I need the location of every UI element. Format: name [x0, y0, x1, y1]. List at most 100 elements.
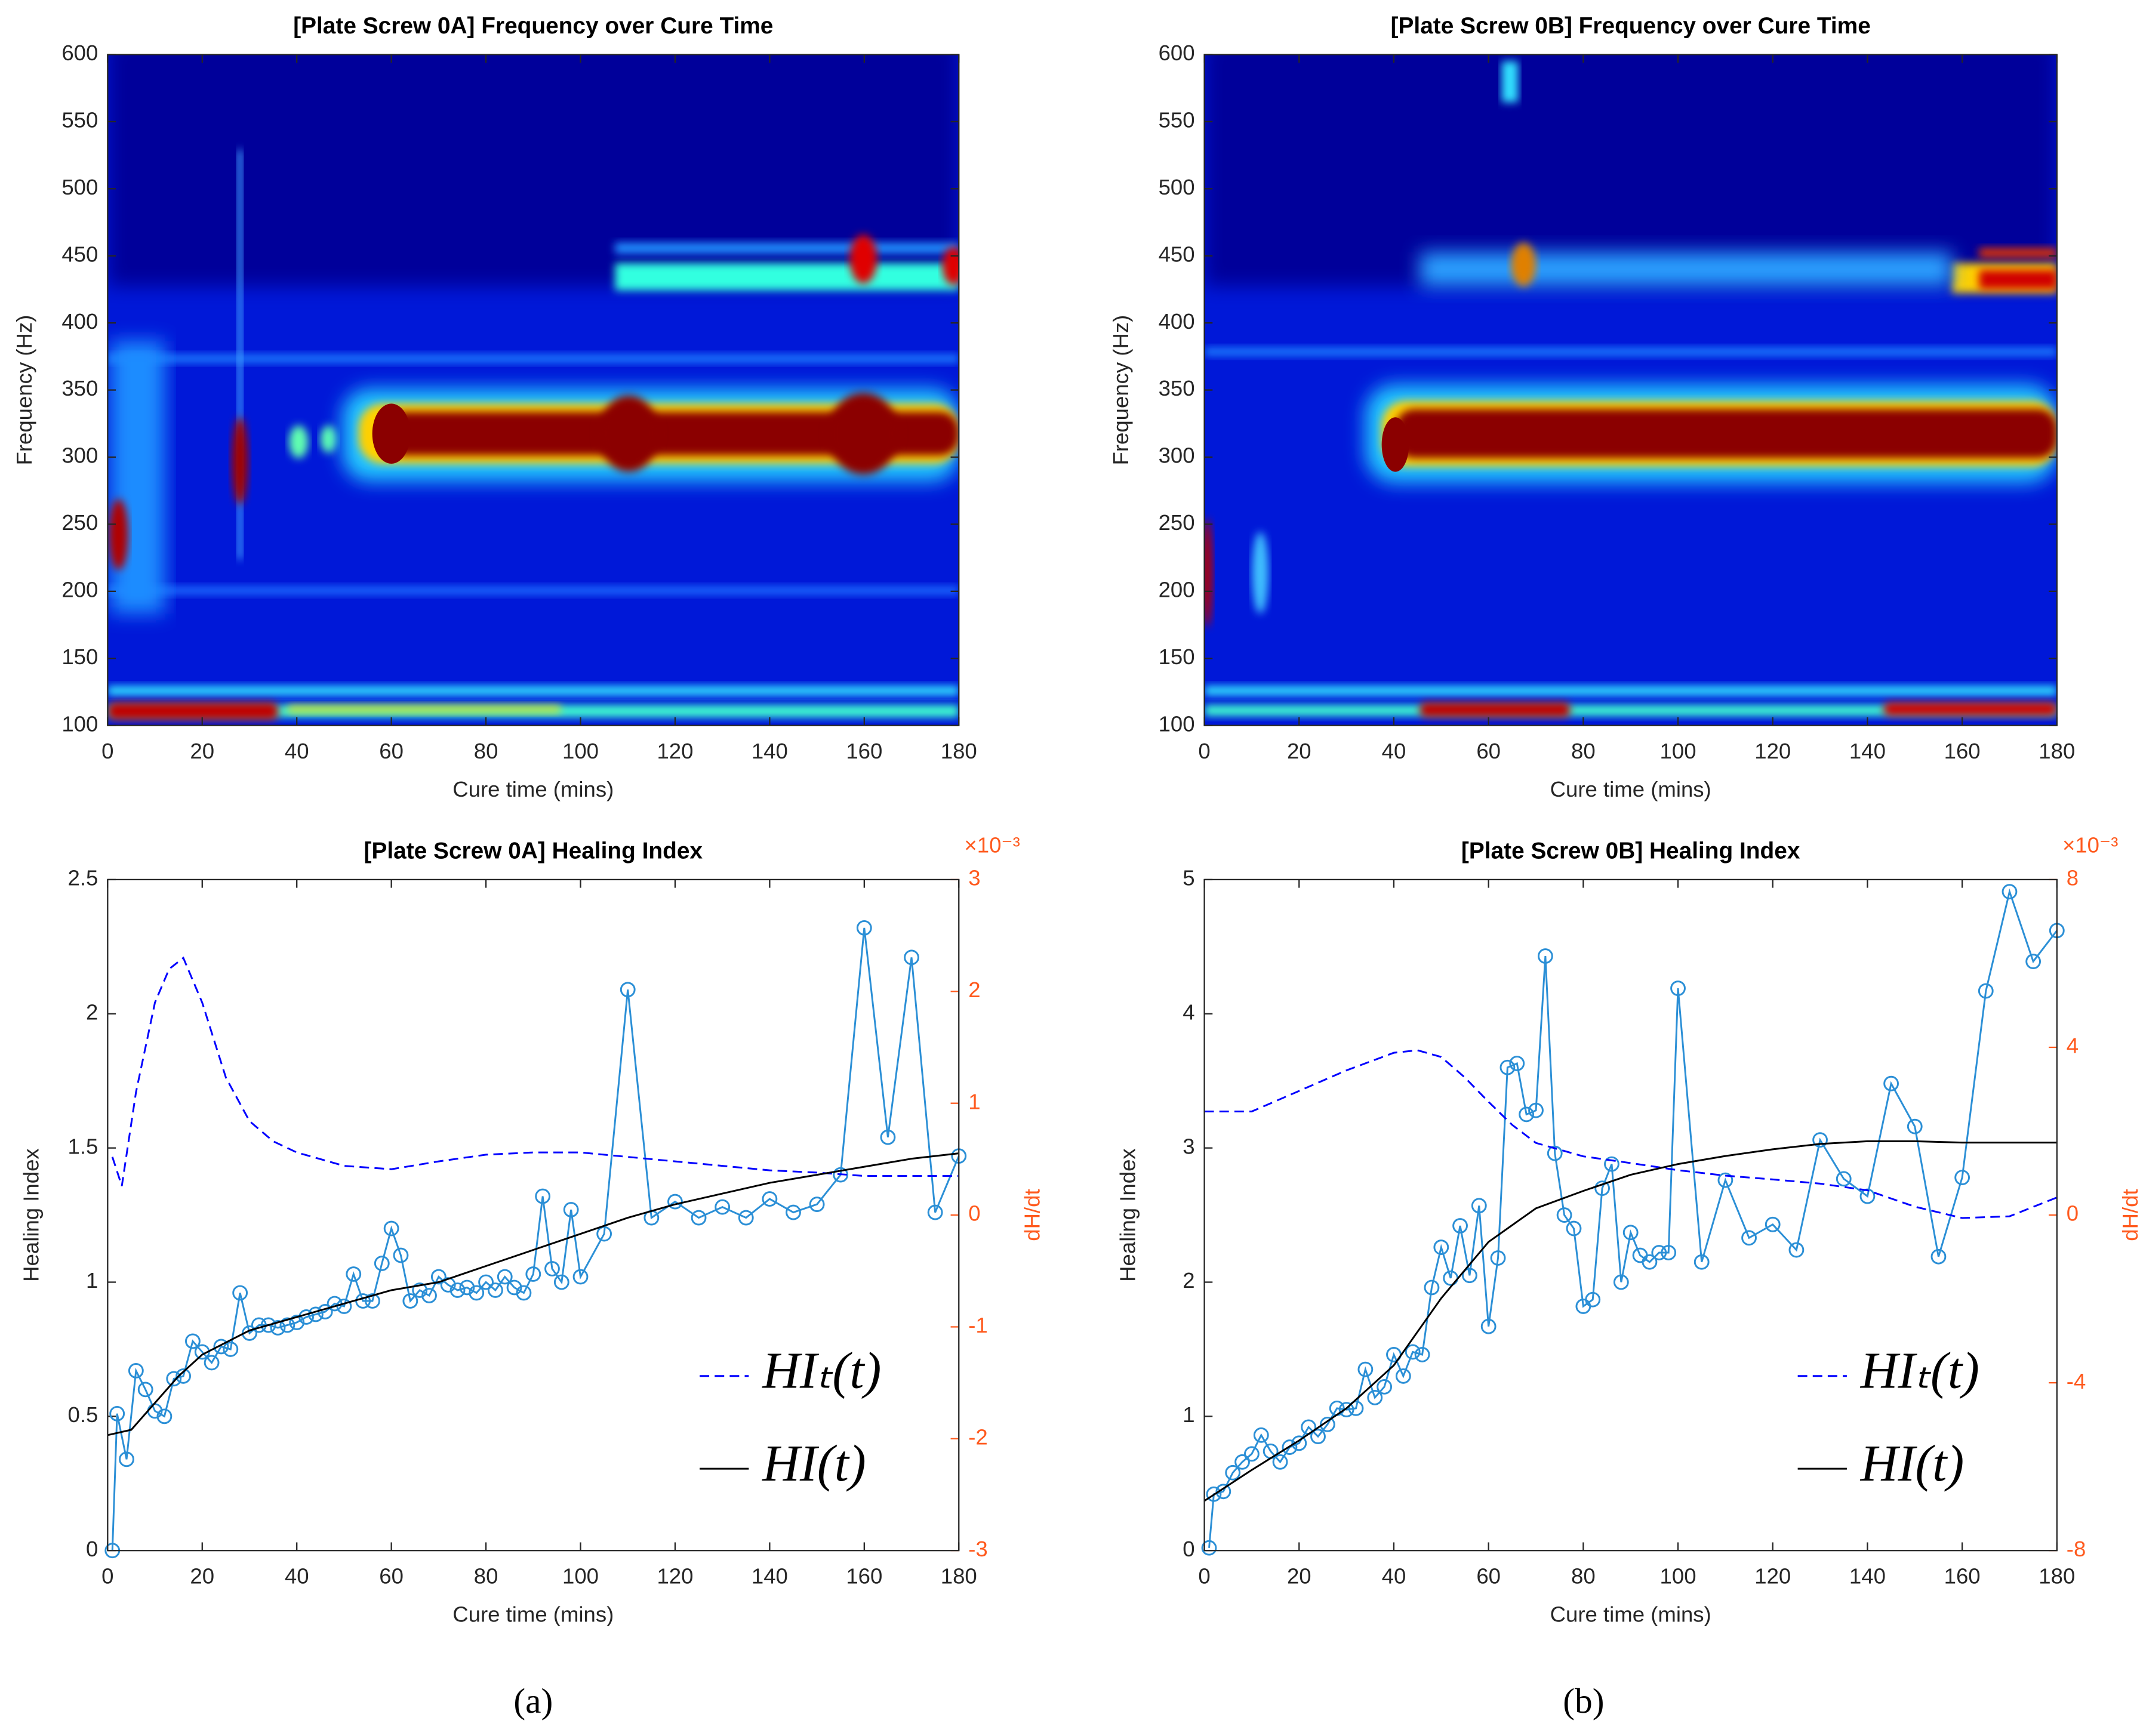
x-tick-label: 140 [1849, 739, 1886, 763]
data-point [715, 1199, 731, 1215]
y2-tick-label: 2 [968, 978, 980, 1002]
data-point [119, 1451, 134, 1467]
data-point [2025, 954, 2042, 969]
x-tick-label: 40 [285, 739, 309, 763]
y-tick-label: 450 [1159, 242, 1195, 266]
data-point [553, 1274, 569, 1290]
data-point [1272, 1454, 1288, 1470]
data-point [1244, 1446, 1260, 1462]
plot-frame [107, 878, 960, 1552]
x-tick-label: 120 [1754, 739, 1791, 763]
data-point [402, 1293, 418, 1309]
data-point [156, 1408, 173, 1424]
y-axis-label: Frequency (Hz) [1109, 315, 1133, 465]
data-point [1395, 1368, 1411, 1384]
data-point [204, 1355, 220, 1371]
y-tick-label: 3 [1183, 1134, 1194, 1158]
data-point [166, 1371, 182, 1387]
x-tick-label: 60 [379, 1564, 404, 1589]
x-tick-label: 160 [846, 1564, 882, 1589]
y2-tick-label: 0 [2067, 1201, 2079, 1226]
data-point [449, 1282, 466, 1298]
data-point [1556, 1207, 1572, 1223]
data-point [596, 1226, 612, 1242]
x-tick-label: 40 [1382, 1564, 1406, 1589]
data-point [2002, 884, 2018, 900]
legend-label: HI(t) [762, 1435, 866, 1492]
data-point [1348, 1400, 1364, 1416]
data-point [927, 1204, 943, 1220]
y2-tick-label: -1 [968, 1313, 988, 1337]
x-tick-label: 60 [1476, 739, 1501, 763]
x-tick-label: 120 [1754, 1564, 1791, 1589]
data-point [667, 1194, 683, 1210]
series-line [107, 1152, 959, 1436]
x-tick-label: 180 [941, 739, 977, 763]
x-axis-label: Cure time (mins) [452, 777, 614, 801]
x-tick-label: 0 [101, 1564, 113, 1589]
data-point [1509, 1056, 1525, 1071]
data-point [1253, 1427, 1269, 1443]
data-point [1234, 1454, 1250, 1470]
y2-tick-label: 8 [2067, 866, 2079, 890]
y2-axis-label: dH/dt [1020, 1189, 1045, 1241]
data-point [430, 1269, 447, 1285]
data-point [833, 1167, 849, 1183]
x-tick-label: 180 [941, 1564, 977, 1589]
x-tick-label: 180 [2039, 1564, 2075, 1589]
x-tick-label: 80 [1571, 739, 1596, 763]
x-tick-label: 60 [379, 739, 404, 763]
data-point [1693, 1254, 1710, 1270]
y2-exponent: ×10⁻³ [964, 833, 1020, 858]
y-tick-label: 200 [1159, 577, 1195, 602]
data-point [137, 1382, 153, 1398]
data-point [762, 1191, 778, 1207]
data-point [1547, 1145, 1563, 1161]
data-point [1462, 1268, 1477, 1284]
y-axis-label: Healing Index [1116, 1148, 1140, 1282]
y-tick-label: 4 [1183, 1000, 1194, 1024]
x-tick-label: 140 [1849, 1564, 1886, 1589]
x-axis-label: Cure time (mins) [452, 1602, 614, 1627]
chart-title: [Plate Screw 0B] Healing Index [1461, 838, 1800, 864]
y-tick-label: 2 [86, 1000, 98, 1024]
series-line [111, 927, 960, 1551]
data-point [469, 1285, 485, 1301]
y-tick-label: 1.5 [68, 1134, 98, 1158]
data-point [620, 982, 636, 998]
y2-tick-label: 1 [968, 1089, 980, 1114]
y-tick-label: 100 [1159, 711, 1195, 736]
data-point [738, 1210, 754, 1226]
chart-title: [Plate Screw 0B] Frequency over Cure Tim… [1391, 13, 1871, 39]
data-point [1480, 1318, 1497, 1334]
y-tick-label: 150 [1159, 645, 1195, 669]
y-tick-label: 400 [61, 309, 98, 334]
plot-frame [107, 54, 960, 726]
data-point [1499, 1059, 1516, 1075]
series-line [1203, 1140, 2057, 1502]
data-point [691, 1210, 707, 1226]
x-tick-label: 180 [2039, 739, 2075, 763]
x-tick-label: 160 [1944, 739, 1981, 763]
data-point [1651, 1245, 1667, 1260]
data-point [383, 1220, 399, 1237]
series-line [1204, 1049, 2058, 1219]
x-tick-label: 120 [657, 1564, 693, 1589]
y-tick-label: 300 [1159, 443, 1195, 468]
data-point [365, 1293, 380, 1309]
y-tick-label: 1 [1183, 1402, 1194, 1427]
data-point [856, 920, 872, 936]
y-tick-label: 2.5 [68, 866, 98, 890]
data-point [1319, 1416, 1335, 1432]
data-point [393, 1247, 409, 1263]
x-tick-label: 40 [285, 1564, 309, 1589]
data-point [1519, 1106, 1535, 1123]
x-tick-label: 100 [562, 1564, 599, 1589]
legend-label: HIₜ(t) [762, 1342, 881, 1399]
data-point [478, 1274, 494, 1290]
data-point [1883, 1075, 1899, 1091]
y2-tick-label: -4 [2067, 1369, 2086, 1393]
data-point [1215, 1484, 1231, 1500]
y-tick-label: 1 [86, 1268, 98, 1293]
y-tick-label: 250 [1159, 510, 1195, 535]
